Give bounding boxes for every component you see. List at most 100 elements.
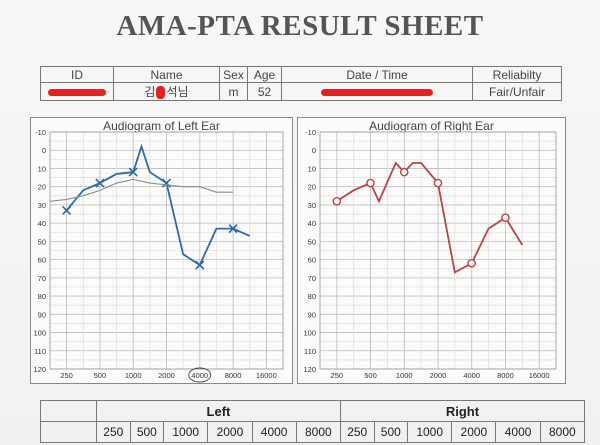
- y-tick-label: 100: [33, 329, 46, 338]
- info-header-row: ID Name Sex Age Date / Time Reliabilty: [40, 66, 562, 83]
- data-point-marker: [195, 260, 205, 270]
- data-point-marker: [366, 178, 375, 188]
- y-tick-label: 60: [308, 256, 316, 265]
- y-tick-label: 70: [308, 274, 316, 283]
- series-line: [49, 178, 234, 202]
- y-tick-label: 110: [304, 347, 316, 356]
- age-header: Age: [247, 66, 282, 83]
- y-tick-label: 10: [308, 164, 316, 173]
- series-line: [65, 143, 251, 267]
- name-part-2: 석님: [166, 85, 189, 99]
- y-tick-label: 0: [312, 146, 316, 155]
- y-tick-label: 10: [38, 164, 46, 173]
- y-tick-label: 20: [38, 183, 46, 192]
- x-tick-label: 2000: [158, 371, 175, 380]
- x-tick-label: 250: [60, 371, 73, 380]
- y-tick-label: 120: [303, 365, 316, 374]
- y-tick-label: 100: [303, 329, 316, 338]
- data-point-marker: [399, 167, 409, 177]
- y-tick-label: 30: [38, 201, 46, 210]
- x-tick-label: 16000: [256, 371, 277, 380]
- data-point-marker: [128, 167, 138, 177]
- left-freq-cell: 8000: [295, 421, 341, 443]
- y-tick-label: 90: [38, 310, 46, 319]
- right-label: Right: [339, 400, 586, 422]
- data-point-marker: [433, 178, 443, 188]
- left-freq-cell: 250: [96, 421, 131, 443]
- left-freq-cell: 1000: [163, 421, 209, 443]
- y-tick-label: 80: [308, 292, 316, 301]
- right-freq-cell: 250: [339, 421, 375, 443]
- freq-row-corner: [40, 421, 97, 443]
- y-tick-label: 60: [38, 256, 46, 265]
- threshold-freq-row: 250 500 1000 2000 4000 8000 250 500 1000…: [40, 421, 586, 443]
- right-ear-chart-title: Audiogram of Right Ear: [369, 119, 494, 133]
- x-tick-label: 2000: [430, 371, 447, 380]
- y-tick-label: 90: [308, 310, 316, 319]
- data-point-marker: [501, 213, 510, 222]
- handwritten-circle-annotation: [188, 367, 212, 383]
- left-ear-chart-title: Audiogram of Left Ear: [103, 119, 220, 133]
- data-point-marker: [161, 178, 172, 188]
- datetime-header: Date / Time: [281, 66, 473, 83]
- right-freq-cell: 8000: [539, 421, 586, 443]
- y-tick-label: -10: [305, 128, 316, 137]
- right-freq-cell: 4000: [495, 421, 541, 443]
- y-tick-label: 70: [38, 274, 46, 283]
- info-value-row: 김 석님 m 52 Fair/Unfair: [40, 82, 562, 101]
- left-ear-audiogram: -10 0 10 20 30 40 50 60 70 80 90 100 110 120 250 500 100…: [33, 128, 284, 383]
- y-tick-label: 0: [42, 146, 46, 155]
- datetime-value: [281, 82, 473, 101]
- left-ear-chart-box: Audiogram of Left Ear -10 0 10 20 30 40 50 60 70…: [30, 117, 293, 384]
- y-tick-label: 40: [38, 219, 46, 228]
- y-tick-label: 80: [38, 292, 46, 301]
- id-header: ID: [40, 66, 114, 83]
- id-value: [40, 82, 114, 101]
- patient-info-table: ID Name Sex Age Date / Time Reliabilty 김…: [40, 66, 562, 101]
- x-tick-label: 250: [331, 371, 344, 380]
- x-tick-label: 4000: [463, 371, 480, 380]
- data-point-marker: [467, 258, 476, 268]
- x-tick-label: 1000: [125, 371, 142, 380]
- x-tick-label: 4000: [191, 371, 208, 380]
- right-freq-cell: 500: [373, 421, 409, 443]
- right-ear-audiogram: -10 0 10 20 30 40 50 60 70 80 90 100 110 120 250 500 100…: [303, 128, 557, 380]
- name-redaction: [156, 86, 166, 100]
- id-redaction: [48, 88, 106, 96]
- series-line: [336, 161, 524, 274]
- data-point-marker: [228, 224, 238, 234]
- right-ear-chart-box: Audiogram of Right Ear -10 0 10 20 30 40 50 60 7…: [297, 117, 566, 384]
- page-title: AMA-PTA RESULT SHEET: [116, 10, 484, 42]
- data-point-marker: [62, 205, 72, 215]
- name-part-1: 김: [144, 85, 156, 99]
- threshold-corner: [40, 400, 97, 422]
- reliability-value: Fair/Unfair: [472, 82, 562, 101]
- name-header: Name: [113, 66, 220, 83]
- left-label: Left: [96, 400, 341, 422]
- y-tick-label: 20: [308, 183, 316, 192]
- plot-frame: [49, 131, 284, 370]
- left-freq-cell: 2000: [207, 421, 253, 443]
- sex-header: Sex: [219, 66, 248, 83]
- data-point-marker: [95, 178, 105, 188]
- datetime-redaction: [321, 88, 433, 96]
- x-tick-label: 16000: [529, 371, 550, 380]
- x-tick-label: 500: [94, 371, 107, 380]
- age-value: 52: [247, 82, 282, 101]
- plot-frame: [319, 131, 557, 370]
- sex-value: m: [219, 82, 248, 101]
- reliability-header: Reliabilty: [472, 66, 562, 83]
- y-tick-label: 40: [308, 219, 316, 228]
- right-freq-cell: 1000: [407, 421, 453, 443]
- x-tick-label: 500: [364, 371, 377, 380]
- left-freq-cell: 500: [129, 421, 165, 443]
- y-tick-label: 50: [38, 237, 46, 246]
- name-value: 김 석님: [113, 82, 220, 101]
- x-tick-label: 8000: [497, 371, 514, 380]
- y-tick-label: 110: [34, 347, 46, 356]
- y-tick-label: 30: [308, 201, 316, 210]
- threshold-table: Left Right 250 500 1000 2000 4000 8000 2…: [40, 400, 586, 443]
- x-tick-label: 8000: [225, 371, 242, 380]
- data-point-marker: [332, 196, 342, 206]
